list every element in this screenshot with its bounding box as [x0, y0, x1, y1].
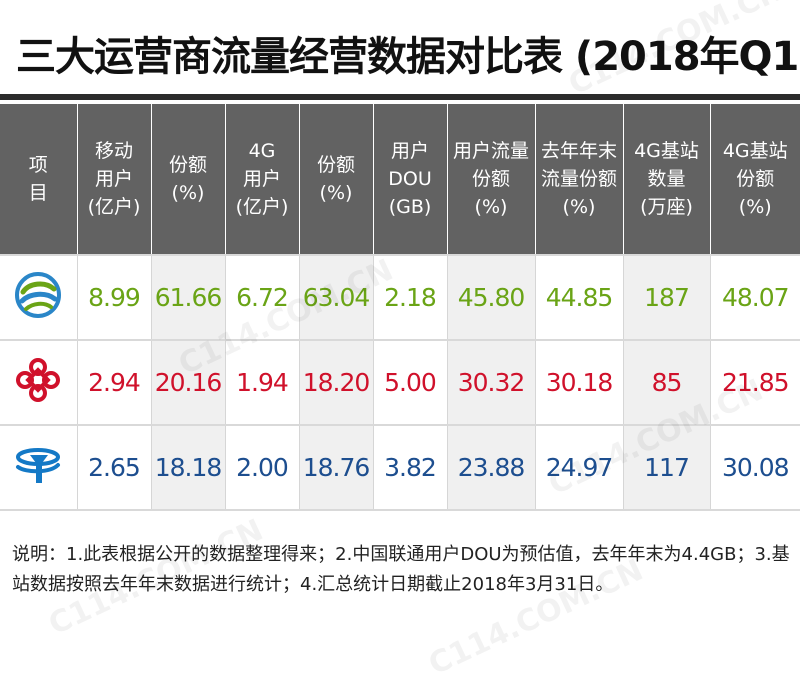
table-cell: 2.18	[373, 254, 448, 340]
table-cell: 21.85	[710, 339, 800, 425]
table-cell: 8.99	[77, 254, 152, 340]
operator-cell	[0, 339, 78, 425]
operator-cell	[0, 254, 78, 340]
table-cell: 23.88	[447, 424, 536, 511]
page-title: 三大运营商流量经营数据对比表 (2018年Q1)	[16, 34, 800, 80]
comparison-table: 项 目 移动 用户 (亿户) 份额 (%) 4G 用户 (亿户) 份额 (%)	[0, 104, 800, 511]
table-header-row: 项 目 移动 用户 (亿户) 份额 (%) 4G 用户 (亿户) 份额 (%)	[0, 104, 800, 255]
table-cell: 5.00	[373, 339, 448, 425]
table-cell: 85	[623, 339, 711, 425]
operator-cell	[0, 424, 78, 511]
header-4g-base-station-share: 4G基站 份额 (%)	[710, 104, 800, 255]
table-cell: 2.00	[225, 424, 300, 511]
table-row-china-telecom: 2.65 18.18 2.00 18.76 3.82 23.88 24.97 1…	[0, 424, 800, 511]
table-cell: 3.82	[373, 424, 448, 511]
header-4g-share: 份额 (%)	[299, 104, 374, 255]
china-mobile-logo-icon	[15, 271, 62, 318]
table-cell: 30.18	[535, 339, 624, 425]
table-cell: 44.85	[535, 254, 624, 340]
table-cell: 18.18	[151, 424, 226, 511]
footnote: 说明：1.此表根据公开的数据整理得来；2.中国联通用户DOU为预估值，去年年末为…	[12, 544, 790, 595]
header-4g-users: 4G 用户 (亿户)	[225, 104, 300, 255]
header-item: 项 目	[0, 104, 78, 255]
title-divider	[0, 94, 800, 100]
table-cell: 30.32	[447, 339, 536, 425]
header-dou: 用户 DOU (GB)	[373, 104, 448, 255]
table-cell: 24.97	[535, 424, 624, 511]
table-cell: 187	[623, 254, 711, 340]
china-telecom-logo-icon	[16, 447, 61, 483]
header-4g-base-stations: 4G基站 数量 (万座)	[623, 104, 711, 255]
table-cell: 18.76	[299, 424, 374, 511]
table-cell: 48.07	[710, 254, 800, 340]
china-unicom-logo-icon	[16, 357, 61, 402]
table-row-china-unicom: 2.94 20.16 1.94 18.20 5.00 30.32 30.18 8…	[0, 339, 800, 425]
header-user-share: 份额 (%)	[151, 104, 226, 255]
header-mobile-users: 移动 用户 (亿户)	[77, 104, 152, 255]
table-cell: 45.80	[447, 254, 536, 340]
table-cell: 18.20	[299, 339, 374, 425]
table-cell: 6.72	[225, 254, 300, 340]
table-cell: 1.94	[225, 339, 300, 425]
table-cell: 2.65	[77, 424, 152, 511]
table-cell: 20.16	[151, 339, 226, 425]
table-cell: 2.94	[77, 339, 152, 425]
table-cell: 30.08	[710, 424, 800, 511]
header-traffic-share: 用户流量 份额 (%)	[447, 104, 536, 255]
table-row-china-mobile: 8.99 61.66 6.72 63.04 2.18 45.80 44.85 1…	[0, 254, 800, 340]
table-cell: 61.66	[151, 254, 226, 340]
table-cell: 63.04	[299, 254, 374, 340]
table-cell: 117	[623, 424, 711, 511]
header-last-year-traffic-share: 去年年末 流量份额 (%)	[535, 104, 624, 255]
